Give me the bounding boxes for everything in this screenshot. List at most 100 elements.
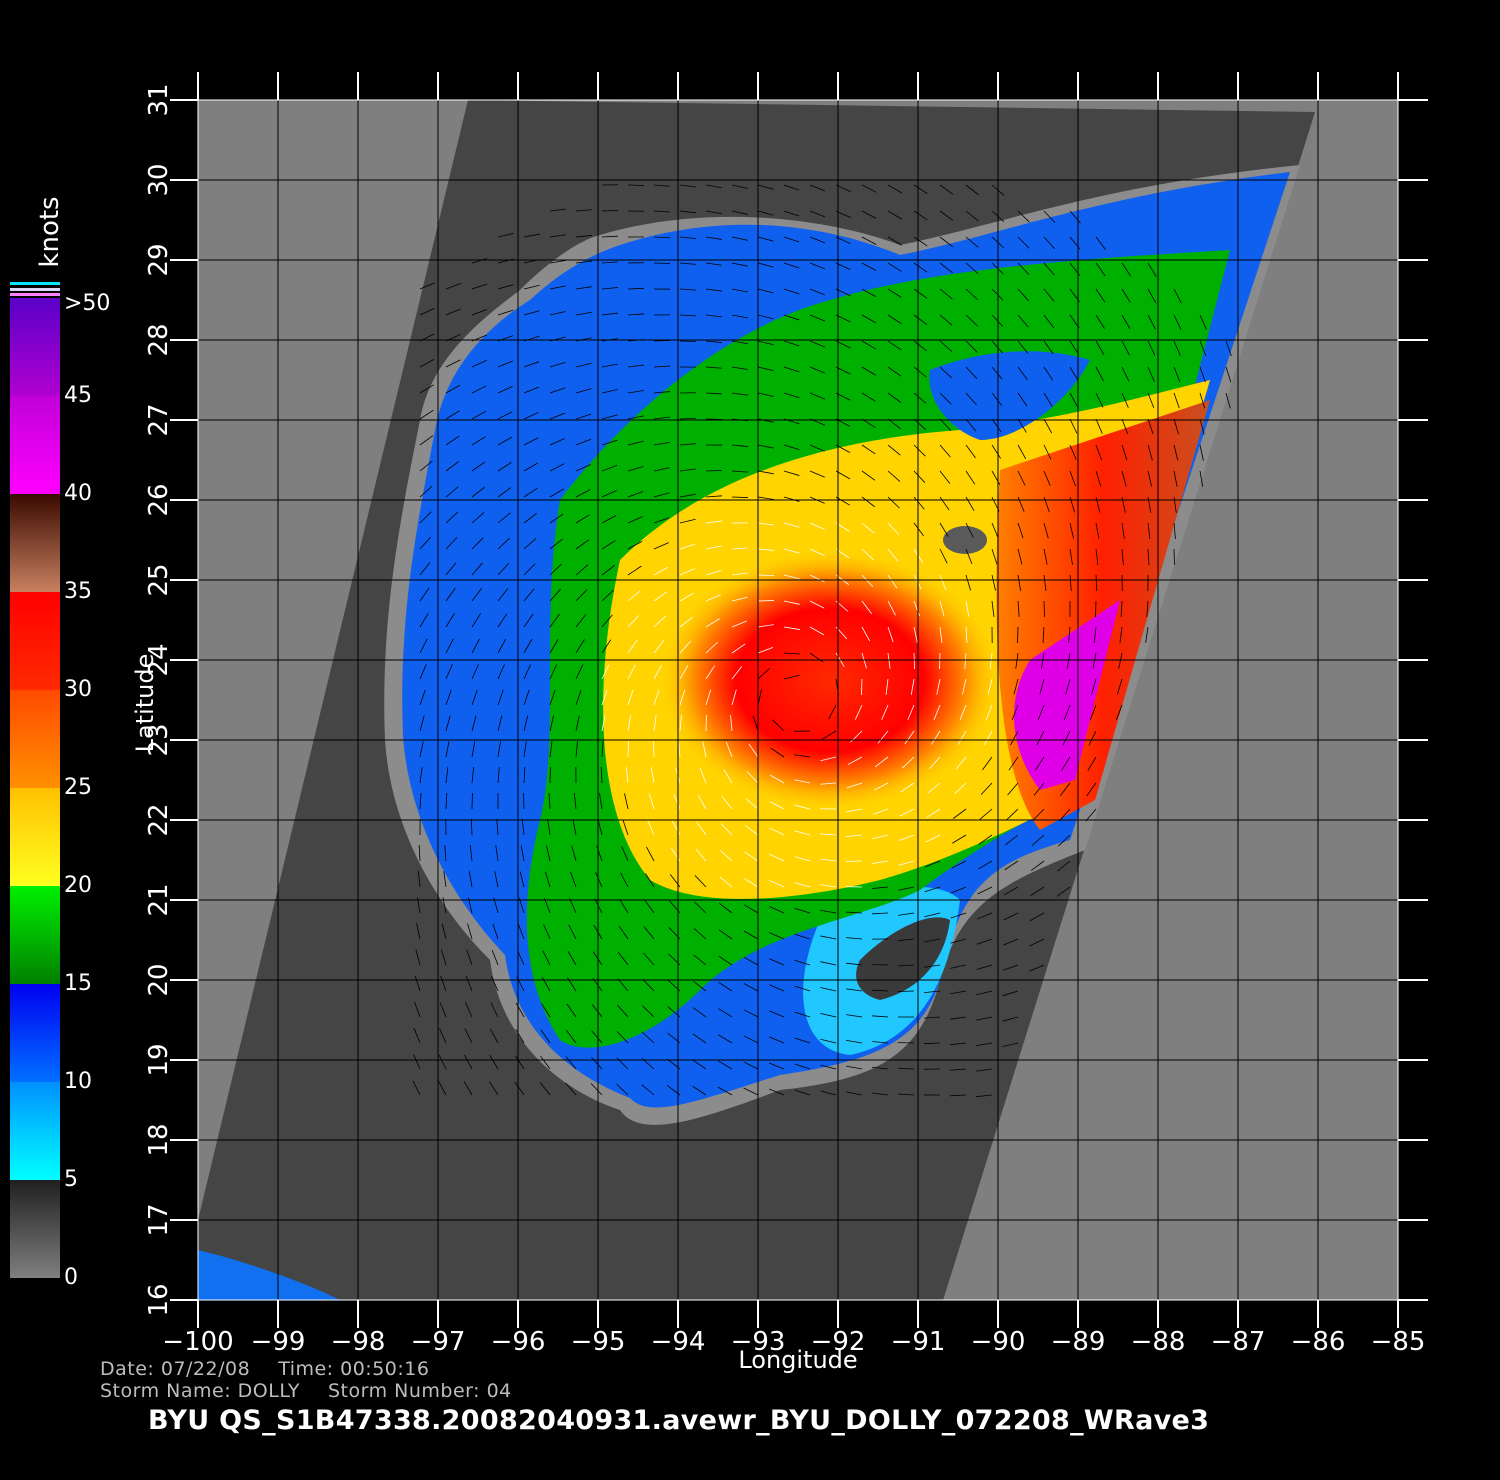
wind-barb: [939, 314, 953, 326]
wind-barb: [653, 689, 660, 706]
wind-barb: [746, 771, 759, 784]
wind-barb: [627, 715, 632, 732]
wind-barb: [653, 236, 671, 239]
wind-barb: [679, 664, 689, 680]
wind-barb: [419, 613, 429, 628]
wind-barb: [679, 184, 696, 188]
colorbar-label: 35: [64, 579, 92, 604]
wind-barb: [439, 1002, 447, 1018]
wind-barb: [861, 600, 872, 615]
wind-barb: [601, 540, 616, 550]
wind-barb: [871, 912, 889, 915]
wind-barb: [601, 639, 612, 654]
wind-barb: [1225, 340, 1232, 357]
lat-tick-label: 26: [144, 483, 174, 516]
wind-barb: [1042, 626, 1045, 643]
wind-barb: [1043, 236, 1055, 250]
axis-ticks: [170, 72, 1428, 1328]
wind-barb: [980, 782, 993, 795]
wind-barb: [523, 284, 540, 290]
wind-barb: [939, 574, 947, 591]
wind-barb: [1043, 548, 1048, 565]
wind-barb: [1062, 730, 1071, 746]
wind-barb: [718, 955, 733, 966]
wind-barb: [440, 975, 447, 992]
wind-barb: [913, 522, 924, 537]
wind-barb: [495, 845, 499, 862]
wind-barb: [1003, 912, 1019, 921]
wind-barb: [1056, 886, 1071, 897]
wind-barb: [673, 794, 681, 810]
wind-barb: [546, 845, 551, 862]
wind-barb: [1095, 470, 1102, 487]
wind-barb: [679, 262, 696, 265]
wind-barb: [1095, 262, 1106, 277]
wind-barb: [783, 652, 800, 655]
wind-barb: [471, 587, 482, 602]
wind-barb: [719, 902, 733, 914]
wind-barb: [976, 938, 993, 945]
wind-barb: [705, 641, 718, 654]
wind-barb: [965, 366, 978, 379]
colorbar-segment: [10, 298, 60, 396]
wind-barb: [783, 262, 800, 269]
wind-barb: [757, 288, 774, 294]
wind-barb: [523, 638, 533, 654]
wind-barb: [653, 566, 669, 576]
wind-barb: [692, 1033, 707, 1044]
wind-barb: [1004, 860, 1019, 871]
wind-barb: [497, 284, 514, 290]
wind-barb: [769, 1036, 785, 1044]
wind-barb: [757, 444, 774, 449]
wind-barb: [464, 1028, 473, 1044]
wind-barb: [515, 1029, 525, 1044]
wind-barb: [517, 923, 525, 940]
wind-barb: [1069, 340, 1080, 355]
wind-barb: [769, 906, 785, 914]
wind-barb: [720, 823, 733, 836]
wind-barb: [565, 1056, 577, 1070]
wind-barb: [985, 704, 993, 721]
wind-barb: [1173, 522, 1176, 539]
wind-barb: [549, 438, 565, 446]
wind-barb: [523, 538, 537, 550]
wind-barb: [679, 518, 696, 524]
wind-barb: [641, 1031, 655, 1044]
wind-barb: [471, 410, 487, 420]
wind-strip-sw: [198, 1250, 340, 1300]
wind-barb: [820, 1012, 837, 1018]
wind-barb: [794, 1089, 811, 1096]
wind-barb: [645, 873, 655, 888]
wind-barb: [965, 236, 979, 248]
wind-barb: [445, 435, 460, 446]
wind-barb: [1199, 444, 1204, 461]
wind-barb: [887, 600, 896, 616]
wind-barb: [679, 210, 696, 214]
wind-barb: [1199, 340, 1207, 357]
wind-barb: [846, 1039, 863, 1044]
colorbar-segment: [10, 1180, 60, 1278]
wind-barb: [1017, 392, 1028, 407]
wind-barb: [783, 600, 800, 605]
wind-barb: [679, 640, 691, 654]
wind-barb: [601, 715, 606, 732]
wind-barb: [549, 741, 553, 758]
wind-barb: [809, 262, 826, 270]
wind-barb: [1095, 236, 1106, 250]
wind-barb: [695, 848, 707, 862]
wind-barb: [846, 1014, 863, 1018]
wind-barb: [419, 587, 430, 602]
wind-barb: [820, 909, 837, 914]
wind-barb: [523, 563, 536, 576]
wind-barb: [783, 674, 800, 680]
wind-barb: [590, 1083, 603, 1096]
wind-barb: [497, 767, 500, 784]
wind-barb: [1225, 392, 1231, 409]
wind-barb: [601, 490, 617, 498]
wind-barb: [1147, 444, 1153, 461]
wind-barb: [575, 614, 587, 628]
wind-barb: [1017, 418, 1027, 433]
wind-barb: [692, 1085, 707, 1096]
x-axis-label: Longitude: [738, 1346, 857, 1374]
wind-barb: [705, 594, 721, 602]
